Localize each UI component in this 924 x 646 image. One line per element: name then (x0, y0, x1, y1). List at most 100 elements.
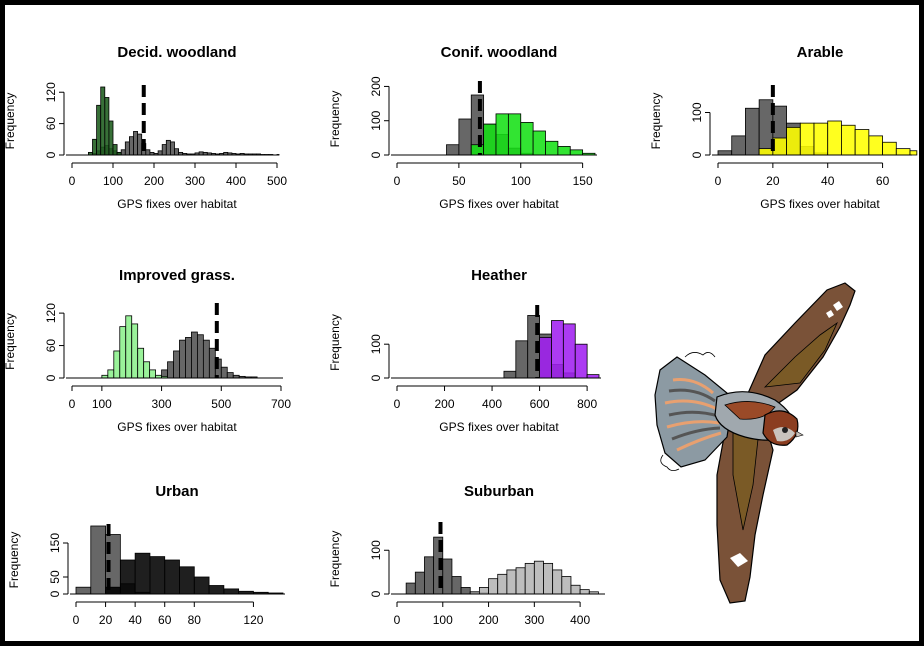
histogram-bar-colored (112, 144, 118, 156)
histogram-bar-colored (570, 584, 581, 595)
y-axis-label: Frequency (5, 93, 17, 150)
y-axis-label: Frequency (649, 93, 663, 150)
panel-title: Arable (797, 44, 844, 61)
x-tick-label: 0 (394, 174, 401, 188)
y-tick-label: 150 (48, 533, 62, 553)
x-tick-label: 40 (821, 174, 835, 188)
histogram-bar-colored (143, 361, 151, 379)
x-tick-label: 20 (766, 174, 780, 188)
y-tick-label: 60 (44, 339, 58, 353)
histogram-bar-gray (208, 347, 216, 379)
histogram-bar-colored (108, 120, 114, 156)
panel-title: Urban (155, 483, 198, 500)
woodcock-illustration (654, 282, 856, 604)
histogram-bar-colored (552, 569, 563, 595)
x-tick-label: 500 (267, 174, 287, 188)
y-tick-label: 0 (44, 151, 58, 158)
histogram-bar-colored (841, 124, 856, 156)
histogram-bar-colored (868, 135, 883, 156)
x-tick-label: 400 (226, 174, 246, 188)
histogram-bar-colored (543, 562, 554, 595)
x-tick-label: 40 (128, 613, 142, 627)
histogram-bar-colored (137, 347, 145, 379)
x-axis-label: GPS fixes over habitat (760, 197, 880, 211)
histogram-bar-colored (533, 560, 544, 595)
histogram-bar-colored (119, 559, 136, 595)
y-tick-label: 0 (369, 151, 383, 158)
histogram-bar-colored (107, 369, 115, 379)
histogram-bar-colored (131, 323, 139, 379)
histogram-bar-gray (745, 107, 760, 156)
histogram-bar-colored (193, 576, 210, 595)
x-tick-label: 120 (243, 613, 263, 627)
histogram-bar-colored (208, 585, 225, 595)
histogram-panel: Decid. woodland 0 100 200 300 400 500 0 60 120 Fre… (5, 44, 287, 211)
histogram-bar-colored (497, 573, 508, 595)
histogram-bar-gray (124, 141, 130, 156)
histogram-bar-colored (104, 97, 110, 156)
y-axis-label: Frequency (7, 532, 21, 589)
histogram-bar-gray (442, 558, 453, 595)
x-tick-label: 100 (511, 174, 531, 188)
histogram-bar-gray (717, 150, 733, 156)
histogram-bar-colored (507, 113, 522, 156)
histogram-bar-colored (557, 146, 571, 156)
histogram-bar-colored (772, 137, 787, 156)
histogram-bar-colored (827, 120, 842, 156)
panel-title: Decid. woodland (117, 44, 236, 61)
histogram-bar-colored (134, 552, 151, 595)
histogram-bar-gray (220, 366, 228, 379)
histogram-bar-colored (125, 315, 133, 379)
histogram-bar-colored (895, 148, 911, 156)
y-tick-label: 50 (48, 570, 62, 584)
histogram-bar-colored (149, 369, 156, 379)
x-tick-label: 150 (573, 174, 593, 188)
histogram-bar-colored (149, 556, 166, 595)
histogram-bar-colored (574, 343, 588, 379)
y-tick-label: 0 (690, 151, 704, 158)
panel-title: Suburban (464, 483, 534, 500)
histogram-bar-gray (191, 331, 198, 379)
histogram-bar-gray (503, 370, 517, 379)
histogram-bar-colored (515, 567, 526, 595)
figure-frame: Decid. woodland 0 100 200 300 400 500 0 60 120 Fre… (5, 5, 919, 641)
histogram-bar-colored (758, 148, 774, 156)
histogram-bar-gray (133, 131, 138, 156)
histogram-panel: Heather 0 200 400 600 800 0 100 Frequency GPS fix… (328, 267, 601, 434)
histogram-bar-gray (75, 586, 92, 595)
x-tick-label: 300 (524, 613, 544, 627)
histogram-bar-colored (506, 569, 517, 595)
histogram-bar-gray (167, 361, 174, 379)
histogram-bar-colored (562, 323, 576, 379)
histogram-bar-gray (458, 118, 472, 156)
histogram-bar-colored (539, 337, 552, 379)
histogram-bar-gray (90, 525, 106, 595)
histogram-panel: Arable 0 20 40 60 0 100 Frequency GPS fixes over… (649, 44, 918, 211)
histogram-bar-gray (515, 340, 529, 379)
histogram-bar-colored (909, 150, 918, 156)
histogram-bar-colored (786, 126, 801, 156)
histogram-bar-colored (100, 86, 106, 156)
x-tick-label: 20 (99, 613, 113, 627)
histogram-bar-colored (483, 123, 497, 156)
y-axis-label: Frequency (328, 314, 342, 371)
x-tick-label: 700 (271, 397, 291, 411)
histogram-bar-colored (579, 589, 590, 595)
histogram-bar-gray (731, 135, 746, 156)
x-tick-label: 200 (479, 613, 499, 627)
histogram-bar-gray (446, 144, 460, 156)
x-tick-label: 300 (152, 397, 172, 411)
y-axis-label: Frequency (328, 91, 342, 148)
histogram-bar-colored (545, 140, 559, 156)
histogram-bar-colored (113, 350, 121, 379)
histogram-panel: Conif. woodland 0 50 100 150 0 100 200 Frequency… (328, 44, 597, 211)
histogram-bar-colored (561, 576, 572, 595)
histogram-bar-gray (157, 150, 163, 156)
x-tick-label: 0 (69, 397, 76, 411)
histogram-bar-gray (424, 556, 435, 595)
x-tick-label: 600 (530, 397, 550, 411)
x-axis-label: GPS fixes over habitat (439, 420, 559, 434)
x-axis-label: GPS fixes over habitat (117, 420, 237, 434)
panel-title: Conif. woodland (441, 44, 558, 61)
